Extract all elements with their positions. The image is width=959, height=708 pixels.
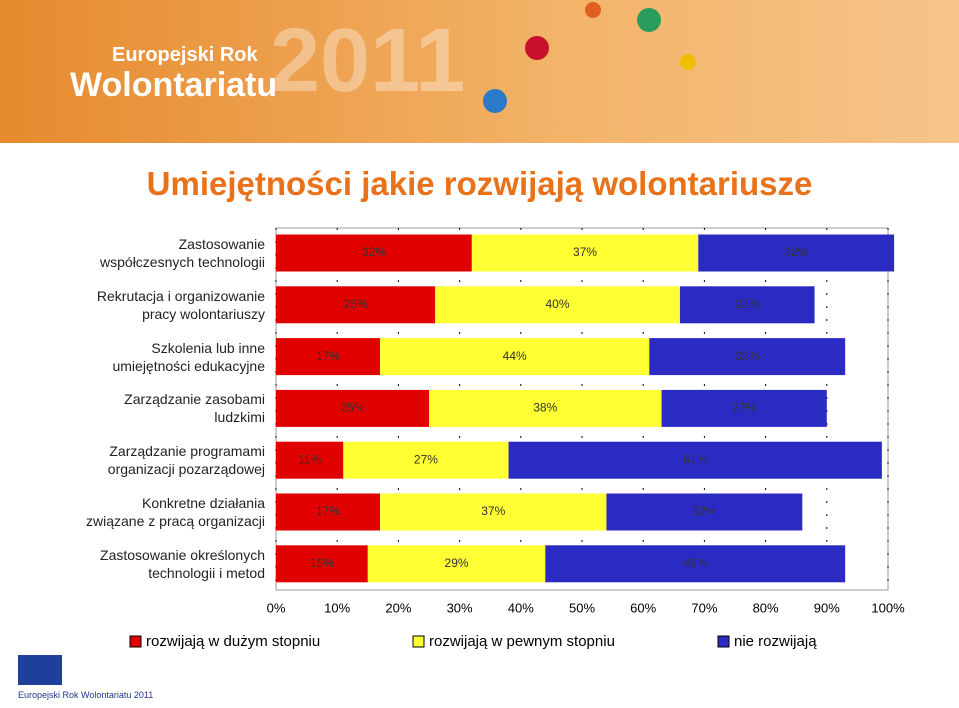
bar-segment xyxy=(276,338,381,376)
legend-swatch xyxy=(129,635,142,648)
category-label: Konkretne działania związane z pracą org… xyxy=(86,495,265,529)
category-label: Szkolenia lub inne umiejętności edukacyj… xyxy=(112,339,265,374)
data-label: 61% xyxy=(683,452,707,466)
bar-segment xyxy=(276,493,381,531)
bar-segment xyxy=(380,493,607,531)
x-tick-label: 60% xyxy=(630,600,656,615)
eu-flag xyxy=(18,655,62,685)
data-label: 44% xyxy=(503,349,527,363)
banner: 2011 Europejski Rok Wolontariatu xyxy=(0,0,959,143)
banner-year: 2011 xyxy=(270,11,466,111)
x-tick-label: 0% xyxy=(267,600,286,615)
legend-label: nie rozwijają xyxy=(734,633,817,650)
category-label: Rekrutacja i organizowanie pracy wolonta… xyxy=(96,287,265,322)
bar-segment xyxy=(429,389,662,427)
banner-line2: Wolontariatu xyxy=(70,66,278,104)
data-label: 49% xyxy=(683,556,707,570)
data-label: 40% xyxy=(546,297,570,311)
data-label: 15% xyxy=(310,556,334,570)
data-label: 27% xyxy=(732,401,756,415)
banner-decor xyxy=(483,2,696,113)
x-tick-label: 80% xyxy=(753,600,779,615)
data-label: 11% xyxy=(298,452,321,466)
legend-swatch xyxy=(412,635,425,648)
x-tick-label: 90% xyxy=(814,600,840,615)
x-tick-label: 100% xyxy=(871,600,905,615)
bar-segment xyxy=(367,545,546,583)
x-tick-label: 20% xyxy=(385,600,411,615)
footer-logo: Europejski Rok Wolontariatu 2011 xyxy=(18,690,154,700)
bar-segment xyxy=(276,389,429,427)
data-label: 17% xyxy=(316,504,340,518)
category-label: Zarządzanie zasobami ludzkimi xyxy=(124,391,265,426)
bar-segment xyxy=(661,389,827,427)
data-label: 26% xyxy=(344,297,368,311)
chart-title: Umiejętności jakie rozwijają wolontarius… xyxy=(146,165,813,202)
bar-segment xyxy=(276,286,436,324)
bar-segment xyxy=(471,234,699,272)
bar-segment xyxy=(380,338,650,376)
x-tick-label: 40% xyxy=(508,600,534,615)
bar-segment xyxy=(698,234,895,272)
legend-label: rozwijają w pewnym stopniu xyxy=(429,633,615,650)
legend-label: rozwijają w dużym stopniu xyxy=(146,633,320,650)
bar-segment xyxy=(435,286,680,324)
data-label: 27% xyxy=(414,452,438,466)
data-label: 25% xyxy=(340,401,364,415)
data-label: 22% xyxy=(735,297,759,311)
bar-segment xyxy=(276,545,368,583)
bar-segment xyxy=(343,441,509,479)
data-label: 32% xyxy=(692,504,716,518)
category-label: Zarządzanie programami organizacji pozar… xyxy=(107,443,265,478)
data-label: 29% xyxy=(445,556,469,570)
data-label: 17% xyxy=(316,349,340,363)
data-label: 37% xyxy=(481,504,505,518)
x-tick-label: 10% xyxy=(324,600,350,615)
data-label: 37% xyxy=(573,245,597,259)
bar-segment xyxy=(508,441,882,479)
bar-segment xyxy=(276,234,472,272)
legend-swatch xyxy=(717,635,730,648)
x-tick-label: 50% xyxy=(569,600,595,615)
x-tick-label: 30% xyxy=(447,600,473,615)
bar-segment xyxy=(649,338,846,376)
x-tick-label: 70% xyxy=(691,600,717,615)
bar-segment xyxy=(545,545,846,583)
data-label: 32% xyxy=(735,349,759,363)
category-label: Zastosowanie określonych technologii i m… xyxy=(100,546,265,581)
bar-segment xyxy=(606,493,803,531)
bar-segment xyxy=(679,286,815,324)
data-label: 38% xyxy=(533,401,557,415)
banner-line1: Europejski Rok xyxy=(112,44,258,66)
bar-segment xyxy=(276,441,344,479)
category-label: Zastosowanie współczesnych technologii xyxy=(100,236,265,270)
data-label: 32% xyxy=(784,245,808,259)
data-label: 32% xyxy=(362,245,386,259)
